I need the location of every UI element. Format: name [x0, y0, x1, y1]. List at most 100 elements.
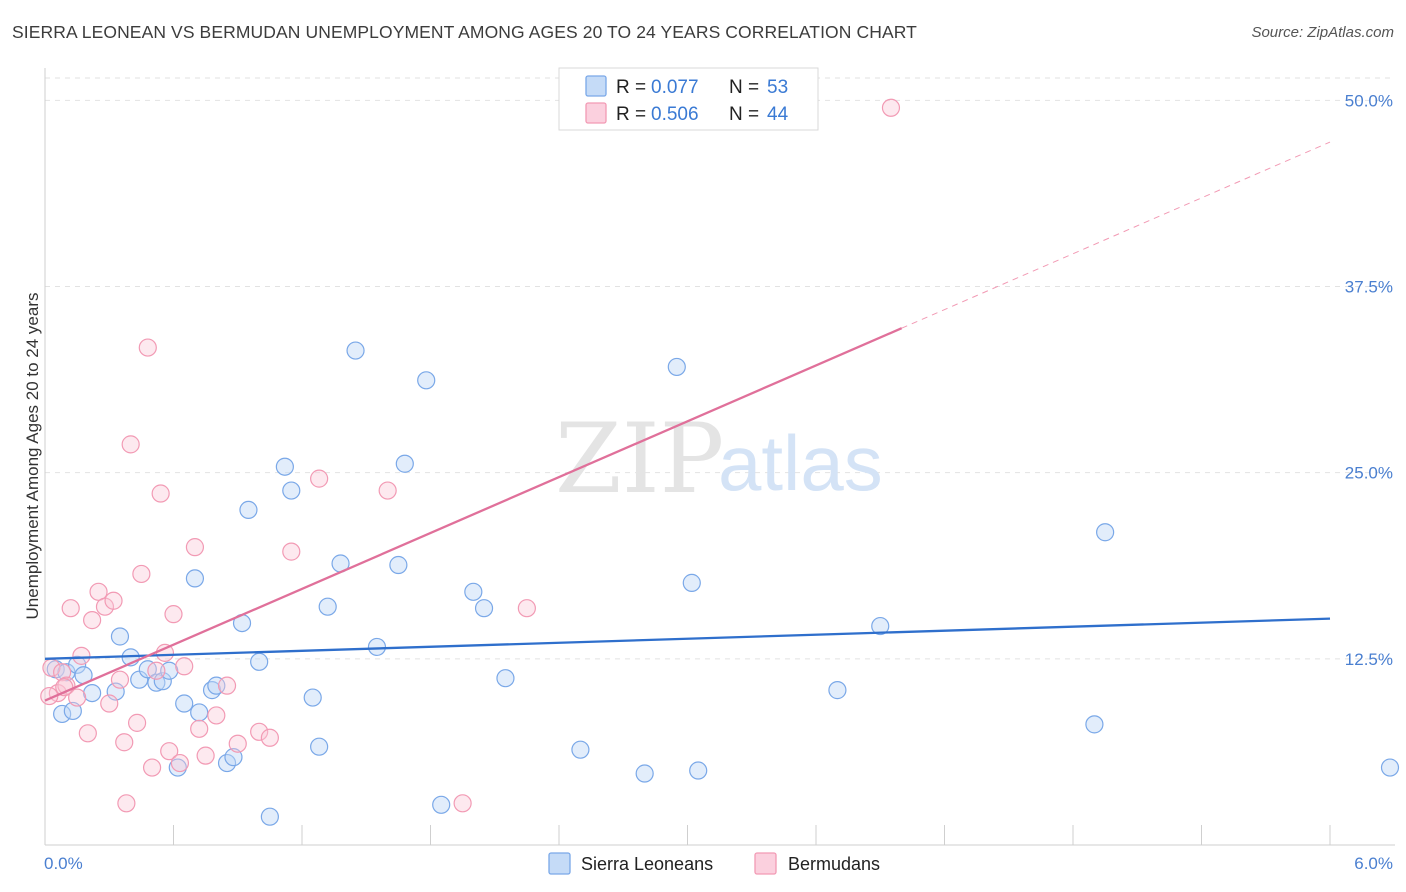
- bermudan-point: [72, 646, 91, 665]
- trend-lines: [44, 141, 1331, 702]
- sierra-leonean-point: [160, 661, 179, 680]
- sierra-leonean-point: [346, 341, 365, 360]
- bermudan-point: [78, 724, 97, 743]
- sierra-leonean-point: [310, 737, 329, 756]
- bermudan-point: [207, 706, 226, 725]
- legend-r-label: R =: [616, 77, 646, 98]
- sierra-leonean-point: [190, 703, 209, 722]
- bermudan-point: [190, 719, 209, 738]
- sierra-leonean-point: [239, 500, 258, 520]
- legend-r-value: 0.077: [651, 77, 699, 98]
- bermudan-point: [164, 605, 183, 624]
- sierra-leonean-point: [496, 669, 515, 688]
- bermudan-point: [250, 722, 269, 741]
- bermudan-point: [453, 794, 472, 813]
- bermudan-point: [881, 98, 901, 117]
- sierra-leonean-point: [571, 740, 590, 759]
- chart-source: Source: ZipAtlas.com: [1251, 24, 1394, 41]
- x-tick-labels: 0.0% 6.0%: [44, 854, 1393, 873]
- bermudan-point: [61, 599, 80, 618]
- bermudan-point: [282, 542, 301, 561]
- sierra-leonean-point: [83, 683, 102, 703]
- sierra-leonean-point: [1085, 715, 1104, 734]
- sierra-leonean-point: [63, 701, 82, 721]
- bottom-legend-bermudan: Bermudans: [788, 854, 880, 874]
- x-tick-label: 0.0%: [44, 854, 83, 873]
- chart-title: SIERRA LEONEAN VS BERMUDAN UNEMPLOYMENT …: [12, 22, 917, 42]
- sierra-leonean-point: [635, 764, 654, 783]
- bermudan-point: [138, 338, 157, 357]
- bermudan-point: [115, 733, 134, 752]
- sierra-leonean-point: [667, 357, 686, 377]
- sierra-leonean-point: [185, 569, 205, 588]
- sierra-leonean-point: [68, 655, 87, 674]
- sierra-leonean-point: [828, 681, 847, 700]
- sierra-leonean-point: [303, 688, 322, 707]
- bermudan-point: [142, 758, 162, 777]
- sierra-leonean-point: [175, 694, 194, 713]
- bermudan-point: [185, 538, 205, 557]
- bermudan-point: [170, 753, 190, 773]
- sierra-leonean-point: [282, 481, 301, 500]
- sierra-leonean-point: [871, 616, 890, 636]
- bermudan-point: [121, 435, 140, 454]
- legend-n-value: 53: [767, 77, 788, 98]
- bottom-legend-swatch-sierra: [548, 852, 571, 875]
- axes: [44, 68, 1395, 846]
- legend-n-value: 44: [767, 104, 789, 125]
- bermudan-trend-extension: [901, 141, 1331, 329]
- sierra-leonean-point: [260, 807, 279, 826]
- bermudan-trend-line: [44, 327, 903, 702]
- watermark-atlas: atlas: [718, 419, 883, 507]
- bottom-legend-swatch-bermudan: [754, 852, 777, 875]
- bermudan-point: [517, 599, 536, 618]
- bottom-legend: Sierra Leoneans Bermudans: [548, 852, 880, 875]
- legend-box: R = 0.077 N = 53 R = 0.506 N = 44: [558, 67, 819, 131]
- bottom-legend-sierra: Sierra Leoneans: [581, 854, 713, 874]
- bermudan-point: [260, 728, 279, 747]
- bermudan-point: [104, 591, 123, 610]
- y-tick-label: 50.0%: [1345, 91, 1393, 110]
- sierra-leonean-point: [250, 652, 269, 671]
- bermudan-point: [117, 794, 136, 813]
- bermudan-point: [228, 734, 247, 753]
- data-points: [40, 98, 1400, 826]
- legend-swatch-sierra: [585, 75, 607, 97]
- sierra-leonean-point: [1380, 758, 1400, 777]
- sierra-leonean-point: [682, 573, 701, 592]
- sierra-leonean-point: [275, 457, 294, 476]
- watermark-zip: ZIP: [555, 403, 724, 515]
- bermudan-point: [196, 746, 215, 765]
- bermudan-point: [378, 481, 397, 500]
- sierra-leonean-point: [224, 748, 243, 767]
- sierra-leonean-point: [395, 454, 414, 473]
- sierra-leonean-point: [318, 597, 337, 616]
- legend-n-label: N =: [729, 77, 759, 98]
- y-axis-label: Unemployment Among Ages 20 to 24 years: [23, 293, 42, 620]
- bermudan-point: [175, 657, 194, 676]
- sierra-leonean-point: [432, 795, 451, 814]
- sierra-leonean-point: [207, 676, 226, 695]
- bermudan-point: [68, 688, 87, 707]
- y-tick-label: 37.5%: [1345, 278, 1393, 297]
- bermudan-point: [100, 694, 119, 713]
- sierra-leonean-point: [153, 672, 172, 691]
- legend-r-label: R =: [616, 104, 646, 125]
- watermark: ZIP atlas: [555, 403, 883, 515]
- sierra-leonean-point: [57, 663, 76, 682]
- y-tick-labels: 12.5% 25.0% 37.5% 50.0%: [1345, 91, 1393, 668]
- bermudan-point: [160, 742, 179, 761]
- legend-n-label: N =: [729, 104, 759, 125]
- bermudan-point: [151, 484, 170, 503]
- sierra-leonean-point: [110, 627, 130, 646]
- bermudan-point: [110, 670, 130, 689]
- sierra-leonean-point: [464, 582, 483, 601]
- legend-r-value: 0.506: [651, 104, 699, 125]
- sierra-leonean-point: [367, 637, 387, 657]
- bermudan-point: [83, 611, 102, 630]
- bermudan-point: [53, 663, 72, 682]
- bermudan-point: [132, 564, 151, 584]
- sierra-leonean-point: [1096, 523, 1115, 542]
- sierra-leonean-point: [53, 704, 72, 724]
